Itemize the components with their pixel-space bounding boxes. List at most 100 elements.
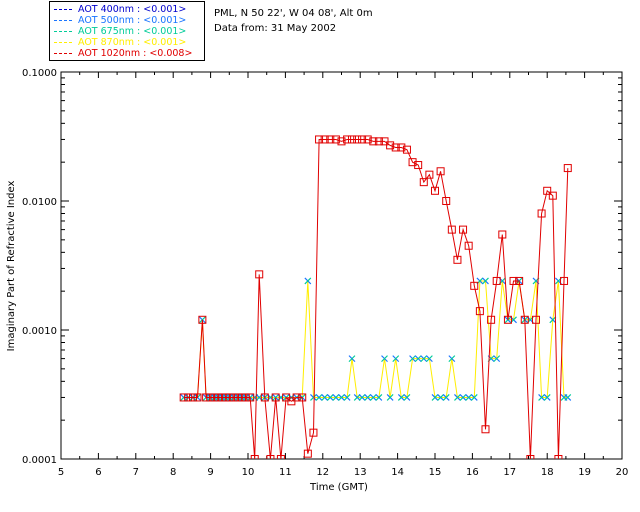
data-point xyxy=(475,307,484,316)
data-point xyxy=(448,355,456,363)
marker-stroke-b xyxy=(332,394,340,401)
marker-stroke-b xyxy=(348,355,356,363)
axes: 5 6 7 8 9 10 11 12 13 14 15 16 17 18 19 20 0.0001 0.0010 0… xyxy=(22,68,628,478)
data-point xyxy=(292,393,301,402)
data-point xyxy=(250,455,259,459)
x-tick-label: 8 xyxy=(170,467,176,478)
data-point xyxy=(309,428,318,437)
data-point xyxy=(374,137,383,146)
data-point xyxy=(498,230,507,239)
data-point xyxy=(369,137,378,146)
data-point xyxy=(338,394,345,401)
legend-label-675: AOT 675nm : <0.001> xyxy=(78,26,187,37)
data-point xyxy=(358,394,366,401)
data-point xyxy=(255,270,264,279)
legend-swatch-1020 xyxy=(54,53,72,54)
data-point xyxy=(420,355,428,363)
legend-label-500: AOT 500nm : <0.001> xyxy=(78,15,187,26)
x-tick-label: 12 xyxy=(316,467,329,478)
legend-item-400: AOT 400nm : <0.001> xyxy=(54,4,186,15)
data-point xyxy=(459,394,467,401)
marker-stroke-b xyxy=(369,394,377,401)
x-tick-label: 16 xyxy=(466,467,479,478)
data-point xyxy=(386,141,395,150)
data-point xyxy=(375,394,383,401)
data-point xyxy=(563,164,572,173)
data-point xyxy=(214,393,223,402)
plot-frame xyxy=(60,71,623,460)
x-tick-label: 11 xyxy=(279,467,292,478)
series-line xyxy=(183,139,569,459)
data-point xyxy=(537,209,546,218)
marker-stroke-b xyxy=(392,355,400,363)
data-date: Data from: 31 May 2002 xyxy=(214,23,337,34)
data-point xyxy=(358,135,367,144)
data-point xyxy=(343,394,351,401)
data-point xyxy=(548,191,557,200)
data-point xyxy=(414,161,423,170)
data-point xyxy=(202,393,211,402)
x-tick-label: 9 xyxy=(207,467,213,478)
data-point xyxy=(520,315,529,324)
data-point xyxy=(303,449,312,458)
x-tick-label: 19 xyxy=(578,467,591,478)
data-point xyxy=(554,455,563,459)
x-tick-label: 10 xyxy=(242,467,255,478)
data-point xyxy=(225,393,234,402)
data-point xyxy=(397,143,406,152)
y-tick-label: 0.0001 xyxy=(22,455,57,466)
data-point xyxy=(464,241,473,250)
x-tick-label: 15 xyxy=(429,467,442,478)
data-point xyxy=(459,225,468,234)
data-point xyxy=(386,394,394,401)
marker-stroke-b xyxy=(310,394,317,401)
data-point xyxy=(437,394,445,401)
data-point xyxy=(315,394,323,401)
legend-item-675: AOT 675nm : <0.001> xyxy=(54,26,186,37)
marker-stroke-b xyxy=(386,394,394,401)
marker-stroke-b xyxy=(564,394,572,401)
data-point xyxy=(454,394,461,401)
legend-label-400: AOT 400nm : <0.001> xyxy=(78,4,187,15)
data-point xyxy=(353,394,361,401)
y-tick-label: 0.0010 xyxy=(22,326,57,337)
data-point xyxy=(189,393,198,402)
marker-stroke-b xyxy=(459,394,467,401)
data-point xyxy=(381,355,388,363)
data-point xyxy=(493,355,501,363)
data-point xyxy=(425,355,433,363)
data-point xyxy=(229,393,238,402)
marker-stroke-b xyxy=(425,355,433,363)
x-tick-label: 18 xyxy=(541,467,554,478)
marker-stroke-b xyxy=(420,355,428,363)
data-point xyxy=(543,186,552,195)
marker-stroke-b xyxy=(321,394,329,401)
data-point xyxy=(526,455,535,459)
data-point xyxy=(241,393,250,402)
data-point xyxy=(447,225,456,234)
data-point xyxy=(549,316,557,324)
data-point xyxy=(266,455,275,459)
data-point xyxy=(487,315,496,324)
marker-stroke-b xyxy=(397,394,405,401)
y-tick-label: 0.0100 xyxy=(22,197,57,208)
data-point xyxy=(560,276,569,285)
marker-stroke-b xyxy=(482,277,489,285)
data-point xyxy=(353,135,362,144)
data-point xyxy=(431,186,439,195)
data-point xyxy=(531,315,540,324)
marker-stroke-b xyxy=(403,394,411,401)
y-axis-label: Imaginary Part of Refractive Index xyxy=(6,181,17,352)
marker-stroke-b xyxy=(543,394,551,401)
legend-item-870: AOT 870nm : <0.001> xyxy=(54,37,186,48)
legend-swatch-675 xyxy=(54,31,72,32)
legend-label-1020: AOT 1020nm : <0.008> xyxy=(78,48,193,59)
data-point xyxy=(414,355,422,363)
data-point xyxy=(392,355,400,363)
x-tick-label: 7 xyxy=(133,467,139,478)
data-point xyxy=(470,394,478,401)
data-point xyxy=(326,394,334,401)
marker-stroke-b xyxy=(493,355,501,363)
data-point xyxy=(320,135,329,144)
data-point xyxy=(509,276,518,285)
